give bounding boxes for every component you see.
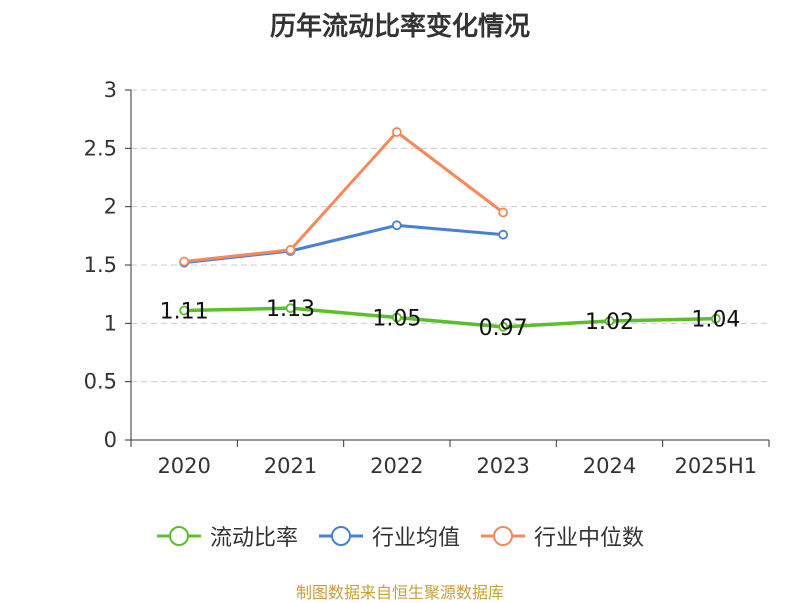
data-label: 1.05	[372, 307, 421, 332]
data-label: 1.11	[160, 300, 209, 325]
data-label: 0.97	[479, 316, 528, 341]
data-point	[498, 229, 509, 240]
data-point	[498, 207, 509, 218]
source-note: 制图数据来自恒生聚源数据库	[295, 583, 504, 602]
y-tick-label: 1	[104, 311, 117, 335]
legend-label: 行业中位数	[534, 526, 645, 551]
legend-swatch	[481, 526, 525, 546]
data-label: 1.02	[585, 310, 634, 335]
axes: 0 0.5 1 1.5 2 2.5 3 2020 2021 2022 2023 2024 2025H1	[84, 78, 770, 478]
data-point	[391, 220, 402, 231]
legend-label: 行业均值	[371, 526, 460, 551]
legend: 流动比率 行业均值 行业中位数	[0, 520, 800, 552]
data-point	[391, 127, 402, 137]
data-label: 1.13	[266, 297, 315, 322]
data-point	[604, 316, 615, 326]
legend-swatch	[156, 526, 201, 546]
y-tick-label: 2	[104, 195, 117, 219]
data-point	[710, 313, 721, 324]
series-line	[184, 306, 716, 329]
y-tick-label: 1.5	[84, 253, 117, 277]
y-tick-label: 2.5	[84, 136, 117, 160]
legend-item[interactable]: 行业均值	[318, 520, 460, 552]
data-labels: 1.11 1.13 1.05 0.97 1.02 1.04	[160, 297, 741, 341]
y-tick-label: 0	[104, 428, 117, 452]
data-point	[498, 321, 509, 332]
chart-title: 历年流动比率变化情况	[269, 12, 530, 42]
grid-lines	[131, 89, 769, 383]
x-tick-label: 2020	[157, 454, 210, 478]
x-tick-label: 2025H1	[675, 454, 758, 478]
data-point	[285, 303, 296, 314]
legend-swatch	[318, 526, 363, 546]
data-label: 1.04	[691, 308, 740, 333]
data-point	[179, 256, 190, 267]
y-tick-label: 3	[104, 78, 117, 102]
data-point	[179, 305, 190, 316]
series-line	[184, 130, 505, 263]
x-tick-label: 2023	[476, 454, 529, 478]
legend-label: 流动比率	[209, 526, 298, 551]
x-tick-label: 2024	[583, 454, 636, 478]
x-tick-label: 2022	[370, 454, 423, 478]
series-layer	[179, 127, 721, 332]
data-point	[391, 312, 402, 323]
y-tick-label: 0.5	[84, 370, 117, 394]
data-point	[285, 244, 296, 255]
legend-item[interactable]: 流动比率	[156, 520, 298, 552]
legend-item[interactable]: 行业中位数	[480, 520, 644, 552]
x-tick-label: 2021	[264, 454, 317, 478]
